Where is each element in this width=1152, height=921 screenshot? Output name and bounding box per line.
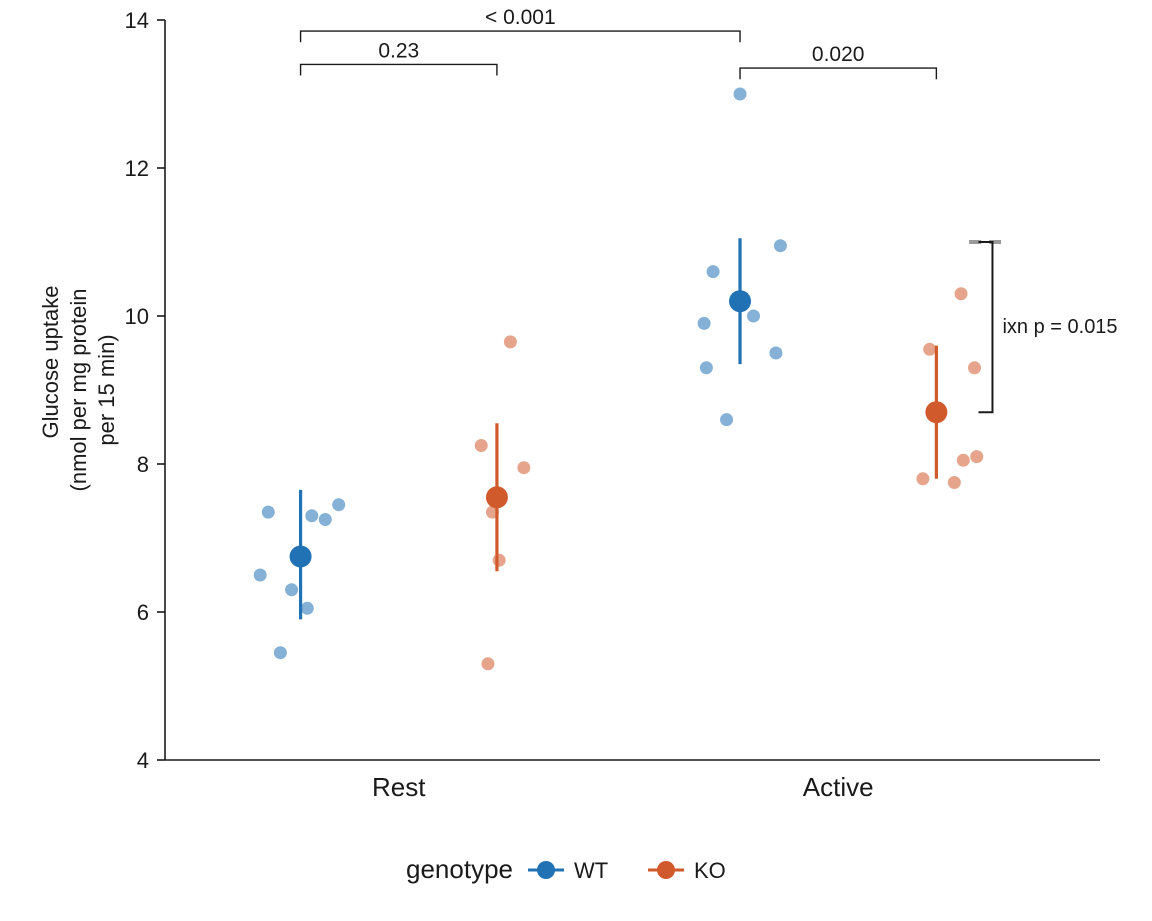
legend-marker (657, 861, 675, 879)
data-point (734, 88, 747, 101)
data-point (332, 498, 345, 511)
data-point (923, 343, 936, 356)
mean-point (486, 486, 508, 508)
y-tick-label: 14 (125, 8, 149, 33)
data-point (948, 476, 961, 489)
data-point (504, 335, 517, 348)
y-tick-label: 8 (137, 452, 149, 477)
y-tick-label: 12 (125, 156, 149, 181)
data-point (957, 454, 970, 467)
data-point (720, 413, 733, 426)
y-tick-label: 6 (137, 600, 149, 625)
mean-point (290, 546, 312, 568)
data-point (319, 513, 332, 526)
x-category-label: Rest (372, 772, 426, 802)
y-axis-label: Glucose uptake (38, 286, 63, 439)
data-point (493, 554, 506, 567)
y-axis-label: (nmol per mg protein (66, 289, 91, 492)
data-point (274, 646, 287, 659)
legend-label: KO (694, 858, 726, 883)
legend-marker (537, 861, 555, 879)
data-point (955, 287, 968, 300)
x-category-label: Active (803, 772, 874, 802)
data-point (262, 506, 275, 519)
glucose-uptake-chart: 4 6 8 10 12 14 Glucose uptake(nmol per mg prot… (0, 0, 1152, 921)
data-point (254, 569, 267, 582)
data-point (285, 583, 298, 596)
data-point (475, 439, 488, 452)
data-point (305, 509, 318, 522)
y-axis-label: per 15 min) (94, 334, 119, 445)
data-point (481, 657, 494, 670)
legend-label: WT (574, 858, 608, 883)
mean-point (925, 401, 947, 423)
data-point (970, 450, 983, 463)
y-tick-label: 4 (137, 748, 149, 773)
data-point (916, 472, 929, 485)
data-point (700, 361, 713, 374)
data-point (747, 310, 760, 323)
ixn-label: ixn p = 0.015 (1002, 316, 1117, 338)
data-point (517, 461, 530, 474)
legend-title: genotype (406, 854, 513, 884)
y-tick-label: 10 (125, 304, 149, 329)
data-point (769, 347, 782, 360)
data-point (707, 265, 720, 278)
data-point (774, 239, 787, 252)
data-point (698, 317, 711, 330)
pvalue-label: < 0.001 (485, 6, 556, 29)
mean-point (729, 290, 751, 312)
pvalue-label: 0.020 (812, 43, 865, 66)
data-point (301, 602, 314, 615)
data-point (968, 361, 981, 374)
pvalue-label: 0.23 (378, 39, 419, 62)
